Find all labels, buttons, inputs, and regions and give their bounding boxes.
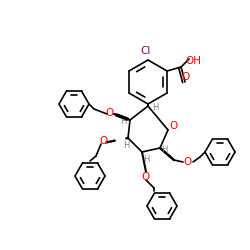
Text: O: O bbox=[141, 172, 149, 182]
Text: O: O bbox=[181, 72, 189, 82]
Text: H: H bbox=[123, 142, 129, 150]
Text: O: O bbox=[106, 108, 114, 118]
Text: OH: OH bbox=[185, 56, 201, 66]
Text: H: H bbox=[143, 156, 149, 164]
Text: H: H bbox=[152, 104, 158, 112]
Text: H: H bbox=[161, 146, 167, 154]
Text: O: O bbox=[169, 121, 177, 131]
Text: O: O bbox=[100, 136, 108, 146]
Text: Cl: Cl bbox=[141, 46, 151, 56]
Text: H: H bbox=[120, 118, 126, 126]
Text: O: O bbox=[184, 157, 192, 167]
